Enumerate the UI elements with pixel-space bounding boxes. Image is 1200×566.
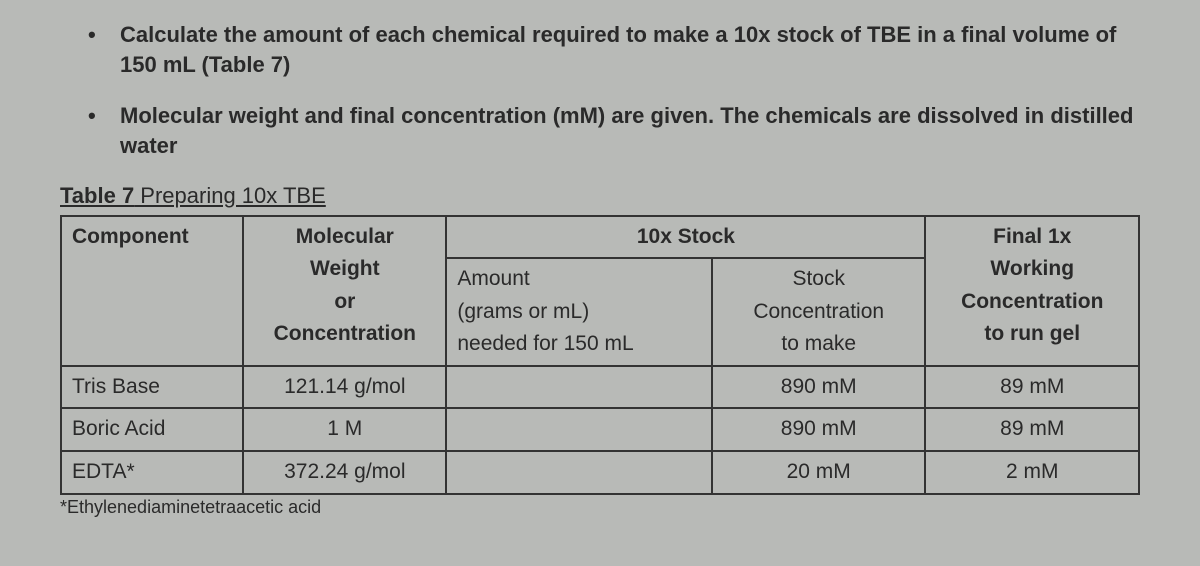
cell-amount <box>446 366 712 409</box>
hdr-text: Stock <box>723 263 915 296</box>
tbe-table: Component Molecular Weight or Concentrat… <box>60 215 1140 495</box>
hdr-text: to run gel <box>936 318 1128 351</box>
table-title: Table 7 Preparing 10x TBE <box>60 183 1140 209</box>
hdr-text: or <box>254 286 435 319</box>
table-row: EDTA* 372.24 g/mol 20 mM 2 mM <box>61 451 1139 494</box>
table-row: Tris Base 121.14 g/mol 890 mM 89 mM <box>61 366 1139 409</box>
cell-final: 89 mM <box>925 366 1139 409</box>
cell-stock: 890 mM <box>712 366 926 409</box>
table-row: Boric Acid 1 M 890 mM 89 mM <box>61 408 1139 451</box>
hdr-text: Concentration <box>254 318 435 351</box>
cell-mw: 372.24 g/mol <box>243 451 446 494</box>
hdr-text: Molecular <box>254 221 435 254</box>
table-header-row: Component Molecular Weight or Concentrat… <box>61 216 1139 259</box>
col-header-10x-stock: 10x Stock <box>446 216 925 259</box>
col-header-component: Component <box>61 216 243 366</box>
cell-mw: 1 M <box>243 408 446 451</box>
col-header-final: Final 1x Working Concentration to run ge… <box>925 216 1139 366</box>
col-header-mw: Molecular Weight or Concentration <box>243 216 446 366</box>
table-footnote: *Ethylenediaminetetraacetic acid <box>60 497 1140 518</box>
hdr-text: Concentration <box>936 286 1128 319</box>
cell-amount <box>446 408 712 451</box>
hdr-text: (grams or mL) <box>457 296 701 329</box>
instruction-list: Calculate the amount of each chemical re… <box>60 20 1140 161</box>
cell-stock: 890 mM <box>712 408 926 451</box>
instruction-item: Molecular weight and final concentration… <box>60 101 1140 160</box>
cell-mw: 121.14 g/mol <box>243 366 446 409</box>
table-title-prefix: Table 7 <box>60 183 134 208</box>
cell-amount <box>446 451 712 494</box>
col-header-amount: Amount (grams or mL) needed for 150 mL <box>446 258 712 366</box>
hdr-text: needed for 150 mL <box>457 328 701 361</box>
hdr-text: to make <box>723 328 915 361</box>
cell-final: 2 mM <box>925 451 1139 494</box>
col-header-stockconc: Stock Concentration to make <box>712 258 926 366</box>
cell-component: EDTA* <box>61 451 243 494</box>
cell-stock: 20 mM <box>712 451 926 494</box>
instruction-item: Calculate the amount of each chemical re… <box>60 20 1140 79</box>
hdr-text: Working <box>936 253 1128 286</box>
hdr-text: Weight <box>254 253 435 286</box>
cell-component: Tris Base <box>61 366 243 409</box>
cell-component: Boric Acid <box>61 408 243 451</box>
hdr-text: Amount <box>457 263 701 296</box>
hdr-text: Concentration <box>723 296 915 329</box>
table-title-rest: Preparing 10x TBE <box>134 183 326 208</box>
document-page: Calculate the amount of each chemical re… <box>0 0 1200 538</box>
hdr-text: Final 1x <box>936 221 1128 254</box>
cell-final: 89 mM <box>925 408 1139 451</box>
